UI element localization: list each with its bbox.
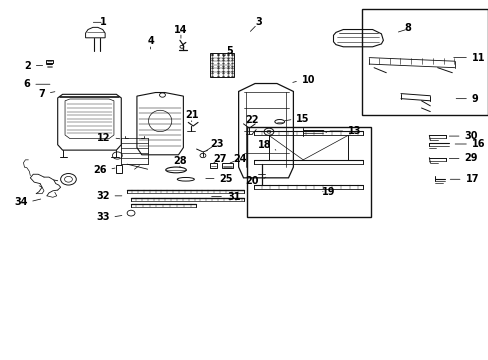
Text: 32: 32 [96,191,109,201]
Text: 9: 9 [471,94,478,104]
Text: 33: 33 [96,212,109,222]
Bar [246,127,370,217]
Text: 27: 27 [213,154,226,164]
Text: 26: 26 [93,165,106,175]
Text: 24: 24 [232,154,246,164]
Text: 30: 30 [464,131,477,141]
Text: 1: 1 [100,17,106,27]
Text: 15: 15 [296,114,309,124]
Text: 14: 14 [174,24,187,35]
Text: 29: 29 [464,153,477,163]
Text: 28: 28 [173,156,186,166]
Text: 34: 34 [14,197,27,207]
Text: 22: 22 [244,114,258,125]
Text: 6: 6 [23,79,30,89]
Text: 4: 4 [147,36,154,46]
Bar [210,163,217,168]
Text: 20: 20 [245,176,259,186]
Text: 16: 16 [471,139,485,149]
Text: 31: 31 [226,192,240,202]
Text: 11: 11 [471,53,485,63]
Bar [222,163,233,168]
Text: 10: 10 [301,75,315,85]
Text: 17: 17 [465,174,478,184]
Text: 8: 8 [403,23,410,33]
Bar [46,60,53,63]
Text: 25: 25 [219,174,233,184]
Text: 19: 19 [321,186,335,197]
Text: 12: 12 [97,132,110,143]
Text: 23: 23 [209,139,223,149]
Text: 3: 3 [255,17,262,27]
Text: 13: 13 [347,126,361,136]
Text: 5: 5 [226,46,233,56]
Bar [116,165,122,173]
Text: 7: 7 [38,89,45,99]
Bar [361,9,487,115]
Text: 21: 21 [184,110,198,120]
Text: 2: 2 [24,60,31,71]
Text: 18: 18 [257,140,271,150]
Bar [210,53,233,77]
